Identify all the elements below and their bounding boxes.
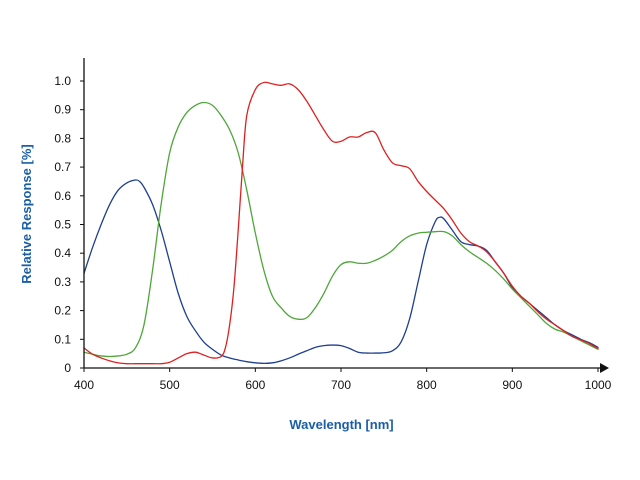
y-tick-label: 0.4 [54, 246, 71, 260]
x-axis-title: Wavelength [nm] [289, 417, 393, 432]
y-tick-label: 0.6 [54, 189, 71, 203]
y-tick-label: 0.2 [54, 304, 71, 318]
series-layer [83, 81, 599, 365]
axes-layer [83, 58, 609, 373]
y-tick-label: 0.3 [54, 275, 71, 289]
ticks-layer: 0 0.1 0.2 0.3 0.4 0.5 0.6 0.7 0.8 0.9 1.0 400 500 600… [54, 74, 611, 392]
y-tick-label: 0.7 [54, 160, 71, 174]
y-tick-label: 0.1 [54, 332, 71, 346]
x-tick-label: 900 [502, 378, 522, 392]
x-tick-label: 500 [160, 378, 180, 392]
y-axis-title: Relative Response [%] [19, 144, 34, 283]
y-tick-label: 0.8 [54, 131, 71, 145]
y-tick-label: 0.5 [54, 218, 71, 232]
x-tick-label: 600 [245, 378, 265, 392]
series-line-1 [83, 179, 599, 365]
x-tick-label: 800 [417, 378, 437, 392]
y-tick-label: 1.0 [54, 74, 71, 88]
y-tick-label: 0.9 [54, 103, 71, 117]
x-axis-arrow [600, 363, 609, 373]
x-tick-label: 700 [331, 378, 351, 392]
x-tick-label: 400 [74, 378, 94, 392]
y-tick-label: 0 [64, 361, 71, 375]
series-line-3 [83, 81, 599, 365]
series-line-2 [83, 101, 599, 358]
x-tick-label: 1000 [585, 378, 612, 392]
